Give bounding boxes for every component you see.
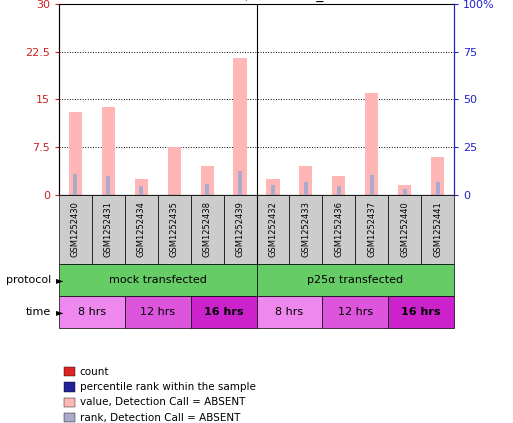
Bar <box>205 184 209 195</box>
Bar <box>322 296 388 328</box>
Bar <box>201 166 214 195</box>
Bar <box>256 264 454 296</box>
Text: mock transfected: mock transfected <box>109 275 207 285</box>
Text: time: time <box>26 307 51 317</box>
Text: GSM1252434: GSM1252434 <box>137 201 146 258</box>
Bar <box>398 185 411 195</box>
Bar <box>332 176 345 195</box>
Text: GSM1252435: GSM1252435 <box>170 201 179 258</box>
Bar <box>140 186 143 195</box>
Bar <box>365 93 378 195</box>
Text: ►: ► <box>56 275 64 285</box>
Bar <box>59 264 256 296</box>
Text: GSM1252433: GSM1252433 <box>301 201 310 258</box>
Bar <box>233 58 247 195</box>
Bar <box>256 296 322 328</box>
Text: percentile rank within the sample: percentile rank within the sample <box>80 382 255 392</box>
Text: GSM1252441: GSM1252441 <box>433 202 442 257</box>
Bar <box>289 195 322 264</box>
Text: GSM1252430: GSM1252430 <box>71 201 80 258</box>
Bar <box>69 112 82 195</box>
Bar <box>370 175 373 195</box>
Bar <box>421 195 454 264</box>
Bar <box>59 195 92 264</box>
Text: GSM1252431: GSM1252431 <box>104 201 113 258</box>
Text: GSM1252440: GSM1252440 <box>400 202 409 257</box>
Bar <box>168 147 181 195</box>
Bar <box>92 195 125 264</box>
Text: 8 hrs: 8 hrs <box>78 307 106 317</box>
Bar <box>73 173 77 195</box>
Text: 8 hrs: 8 hrs <box>275 307 304 317</box>
Bar <box>106 176 110 195</box>
Bar <box>322 195 355 264</box>
Bar <box>59 296 125 328</box>
Text: GSM1252438: GSM1252438 <box>203 201 212 258</box>
Bar <box>158 195 191 264</box>
Text: GSM1252432: GSM1252432 <box>268 201 278 258</box>
Title: GDS5246 / 1384556_at: GDS5246 / 1384556_at <box>176 0 337 2</box>
Bar <box>271 185 275 195</box>
Bar <box>191 195 224 264</box>
Bar <box>102 107 115 195</box>
Bar <box>135 179 148 195</box>
Text: count: count <box>80 367 109 377</box>
Bar <box>125 296 191 328</box>
Bar <box>355 195 388 264</box>
Text: 12 hrs: 12 hrs <box>338 307 373 317</box>
Bar <box>304 182 308 195</box>
Bar <box>436 182 440 195</box>
Text: rank, Detection Call = ABSENT: rank, Detection Call = ABSENT <box>80 412 240 423</box>
Bar <box>388 296 454 328</box>
Text: value, Detection Call = ABSENT: value, Detection Call = ABSENT <box>80 397 245 407</box>
Bar <box>238 171 242 195</box>
Bar <box>431 157 444 195</box>
Bar <box>388 195 421 264</box>
Bar <box>266 179 280 195</box>
Text: GSM1252436: GSM1252436 <box>334 201 343 258</box>
Text: 16 hrs: 16 hrs <box>401 307 441 317</box>
Text: ►: ► <box>56 307 64 317</box>
Bar <box>403 189 407 195</box>
Bar <box>191 296 256 328</box>
Bar <box>299 166 312 195</box>
Text: GSM1252439: GSM1252439 <box>235 201 245 258</box>
Text: 16 hrs: 16 hrs <box>204 307 243 317</box>
Bar <box>125 195 158 264</box>
Bar <box>256 195 289 264</box>
Text: p25α transfected: p25α transfected <box>307 275 403 285</box>
Bar <box>337 186 341 195</box>
Text: 12 hrs: 12 hrs <box>140 307 175 317</box>
Text: GSM1252437: GSM1252437 <box>367 201 376 258</box>
Bar <box>224 195 256 264</box>
Text: protocol: protocol <box>6 275 51 285</box>
